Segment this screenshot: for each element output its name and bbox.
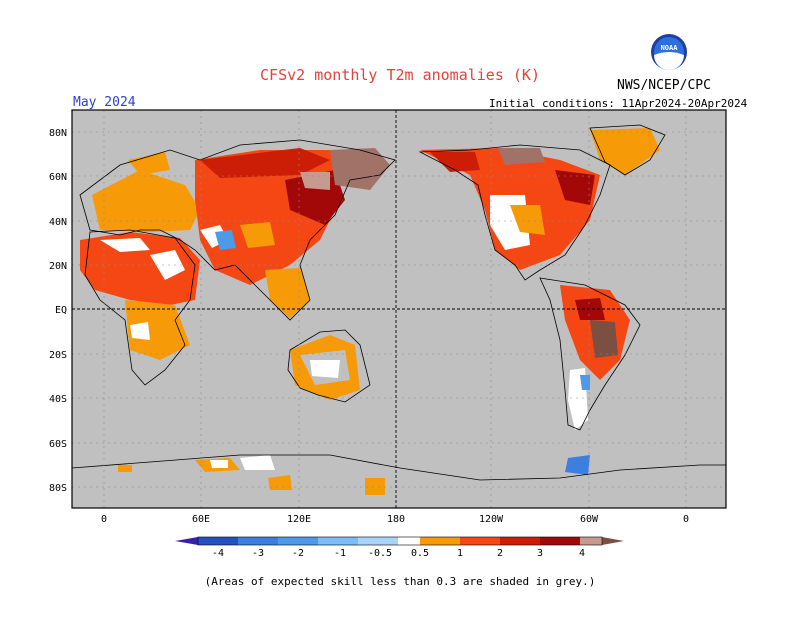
legend-swatch [198, 537, 238, 545]
skill-note: (Areas of expected skill less than 0.3 a… [204, 575, 596, 588]
noaa-logo: NOAA [651, 34, 687, 70]
lat-label: 80S [49, 483, 67, 494]
legend-swatch [500, 537, 540, 545]
legend-label: 4 [579, 548, 585, 559]
lon-label: 0 [683, 514, 689, 525]
legend-label: -2 [292, 548, 304, 559]
lat-label: EQ [55, 305, 67, 316]
legend-swatch [358, 537, 398, 545]
lat-label: 20S [49, 350, 67, 361]
legend-label: 0.5 [411, 548, 429, 559]
legend-swatch [540, 537, 580, 545]
legend-swatch [602, 537, 624, 545]
latitude-labels: 80N 60N 40N 20N EQ 20S 40S 60S 80S [49, 128, 67, 494]
map-title: CFSv2 monthly T2m anomalies (K) [260, 66, 540, 84]
lon-label: 60W [580, 514, 599, 525]
anomaly-region-asia [195, 148, 390, 318]
legend-swatch [398, 537, 420, 545]
lat-label: 40N [49, 217, 67, 228]
lat-label: 60S [49, 439, 67, 450]
lat-label: 60N [49, 172, 67, 183]
lon-label: 0 [101, 514, 107, 525]
legend-swatch [580, 537, 602, 545]
anomaly-region-antarctica [118, 455, 590, 495]
lon-label: 120W [479, 514, 504, 525]
anomaly-region-australia [290, 335, 360, 400]
agency-label: NWS/NCEP/CPC [617, 78, 711, 93]
lon-label: 180 [387, 514, 405, 525]
equator-dateline [72, 110, 726, 508]
legend-label: 1 [457, 548, 463, 559]
forecast-period: May 2024 [73, 95, 136, 110]
legend-swatch [278, 537, 318, 545]
map-frame [71, 109, 727, 509]
anomaly-region-europe-africa [80, 152, 200, 360]
legend-label: -3 [252, 548, 264, 559]
lon-label: 120E [287, 514, 311, 525]
longitude-labels: 0 60E 120E 180 120W 60W 0 [101, 514, 689, 525]
legend-label: -1 [334, 548, 346, 559]
logo-text: NOAA [661, 44, 679, 52]
legend-swatch [460, 537, 500, 545]
lat-label: 20N [49, 261, 67, 272]
legend-swatch [420, 537, 460, 545]
lat-label: 80N [49, 128, 67, 139]
color-legend: -4 -3 -2 -1 -0.5 0.5 1 2 3 4 [175, 536, 624, 559]
legend-swatch [175, 537, 198, 545]
lon-label: 60E [192, 514, 210, 525]
legend-swatch [238, 537, 278, 545]
anomaly-fields [80, 128, 660, 495]
legend-label: -0.5 [368, 548, 392, 559]
legend-label: -4 [212, 548, 224, 559]
lat-label: 40S [49, 394, 67, 405]
legend-swatch [318, 537, 358, 545]
initial-conditions: Initial conditions: 11Apr2024-20Apr2024 [489, 97, 748, 110]
legend-label: 2 [497, 548, 503, 559]
legend-label: 3 [537, 548, 543, 559]
